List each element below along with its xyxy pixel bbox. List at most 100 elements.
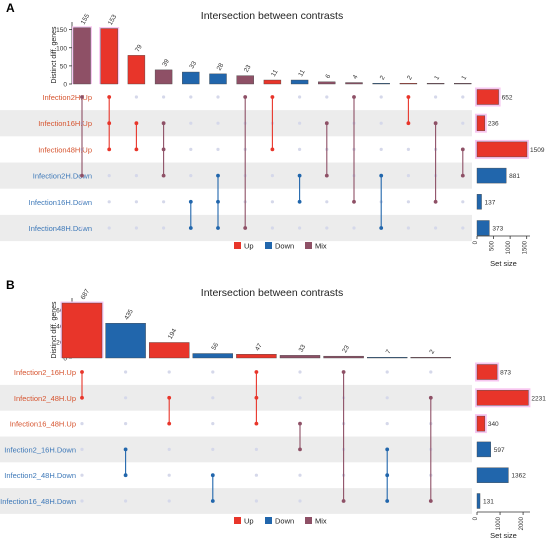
matrix-dot-filled — [254, 395, 259, 400]
matrix-dot-empty — [325, 95, 329, 99]
chart-title: Intersection between contrasts — [201, 287, 343, 299]
matrix-dot-empty — [80, 447, 84, 451]
matrix-dot-empty — [189, 95, 193, 99]
matrix-dot-filled — [216, 173, 220, 178]
matrix-dot-empty — [461, 200, 465, 204]
set-size-x-tick-label: 2000 — [519, 516, 525, 530]
legend-label-mix: Mix — [315, 517, 327, 526]
bar-y-axis-label: Distinct diff. genes — [51, 301, 58, 359]
matrix-dot-filled — [406, 121, 411, 126]
intersection-bar — [290, 79, 309, 85]
set-size-bar — [476, 115, 486, 131]
matrix-dot-empty — [434, 95, 438, 99]
set-size-bar — [476, 194, 482, 210]
matrix-dot-filled — [243, 95, 248, 99]
matrix-dot-empty — [134, 95, 138, 99]
matrix-dot-empty — [107, 226, 111, 230]
matrix-dot-filled — [324, 121, 329, 126]
matrix-dot-filled — [161, 173, 166, 178]
matrix-dot-empty — [189, 121, 193, 125]
legend-swatch-up — [234, 517, 241, 524]
intersection-bar — [236, 354, 277, 359]
intersection-count-label: 1 — [460, 74, 468, 81]
matrix-dot-empty — [385, 370, 389, 374]
matrix-dot-empty — [80, 473, 84, 477]
set-size-x-tick-label: 1000 — [496, 516, 502, 530]
intersection-count-label: 1 — [433, 74, 441, 81]
matrix-dot-filled — [161, 147, 166, 152]
legend-swatch-mix — [305, 242, 312, 249]
intersection-count-label: 33 — [188, 60, 198, 70]
matrix-dot-filled — [324, 173, 329, 178]
matrix-dot-filled — [298, 447, 302, 452]
set-size-bar — [476, 167, 507, 184]
intersection-count-label: 687 — [80, 288, 92, 301]
matrix-dot-empty — [107, 200, 111, 204]
set-size-x-tick-label: 1000 — [506, 240, 512, 254]
intersection-bar — [399, 82, 418, 85]
legend-label-up: Up — [244, 517, 254, 526]
matrix-dot-empty — [211, 422, 215, 426]
set-size-x-axis-label: Set size — [490, 531, 517, 540]
intersection-count-label: 7 — [385, 348, 393, 355]
matrix-dot-filled — [80, 173, 84, 178]
intersection-bar — [410, 357, 451, 359]
matrix-dot-empty — [167, 473, 171, 477]
intersection-count-label: 2 — [428, 348, 436, 355]
matrix-dot-empty — [254, 499, 258, 503]
intersection-count-label: 194 — [167, 327, 179, 340]
intersection-count-label: 79 — [134, 43, 144, 53]
set-size-bar — [476, 364, 498, 380]
intersection-bar — [372, 82, 390, 85]
set-size-x-tick-label: 1500 — [523, 240, 529, 254]
matrix-dot-filled — [243, 226, 248, 230]
bar-y-tick-label: 150 — [56, 27, 67, 34]
intersection-bar — [154, 69, 173, 85]
matrix-dot-filled — [406, 95, 411, 99]
set-size-value-label: 137 — [485, 199, 496, 206]
matrix-dot-empty — [379, 147, 383, 151]
intersection-count-label: 435 — [123, 308, 135, 321]
matrix-dot-filled — [80, 370, 84, 374]
legend: Up Down Mix — [234, 242, 327, 251]
matrix-dot-filled — [210, 473, 215, 478]
matrix-dot-empty — [461, 121, 465, 125]
legend: Up Down Mix — [234, 517, 327, 526]
intersection-count-label: 23 — [341, 344, 351, 354]
intersection-count-label: 33 — [298, 343, 308, 353]
matrix-dot-empty — [379, 95, 383, 99]
matrix-dot-filled — [167, 395, 172, 400]
set-label: Infection2_16H.Down — [4, 445, 76, 454]
matrix-dot-empty — [270, 226, 274, 230]
intersection-bar — [209, 73, 227, 85]
set-label: Infection2H.Up — [42, 93, 92, 102]
bar-y-tick-label: 100 — [56, 45, 67, 52]
legend-label-down: Down — [275, 242, 294, 251]
matrix-dot-empty — [379, 121, 383, 125]
matrix-dot-filled — [385, 473, 390, 478]
chart-title: Intersection between contrasts — [201, 10, 343, 22]
intersection-bar — [100, 28, 118, 85]
set-label: Infection16H.Down — [29, 198, 92, 207]
bar-y-tick-label: 0 — [63, 356, 67, 363]
matrix-dot-filled — [107, 121, 112, 126]
matrix-dot-filled — [433, 121, 438, 126]
matrix-dot-empty — [124, 499, 128, 503]
intersection-bar — [148, 342, 190, 359]
matrix-dot-empty — [270, 174, 274, 178]
matrix-dot-empty — [80, 200, 84, 204]
matrix-row-band — [0, 110, 472, 137]
matrix-dot-empty — [216, 147, 220, 151]
matrix-dot-filled — [379, 173, 384, 178]
matrix-dot-empty — [254, 473, 258, 477]
matrix-dot-empty — [167, 447, 171, 451]
matrix-dot-empty — [124, 370, 128, 374]
bar-y-axis-label: Distinct diff. genes — [51, 26, 58, 84]
intersection-count-label: 39 — [161, 58, 171, 68]
intersection-count-label: 155 — [80, 13, 92, 26]
matrix-dot-empty — [385, 422, 389, 426]
matrix-dot-empty — [80, 226, 84, 230]
legend-swatch-mix — [305, 517, 312, 524]
intersection-count-label: 153 — [107, 13, 119, 26]
set-size-x-tick-label: 0 — [473, 516, 479, 520]
